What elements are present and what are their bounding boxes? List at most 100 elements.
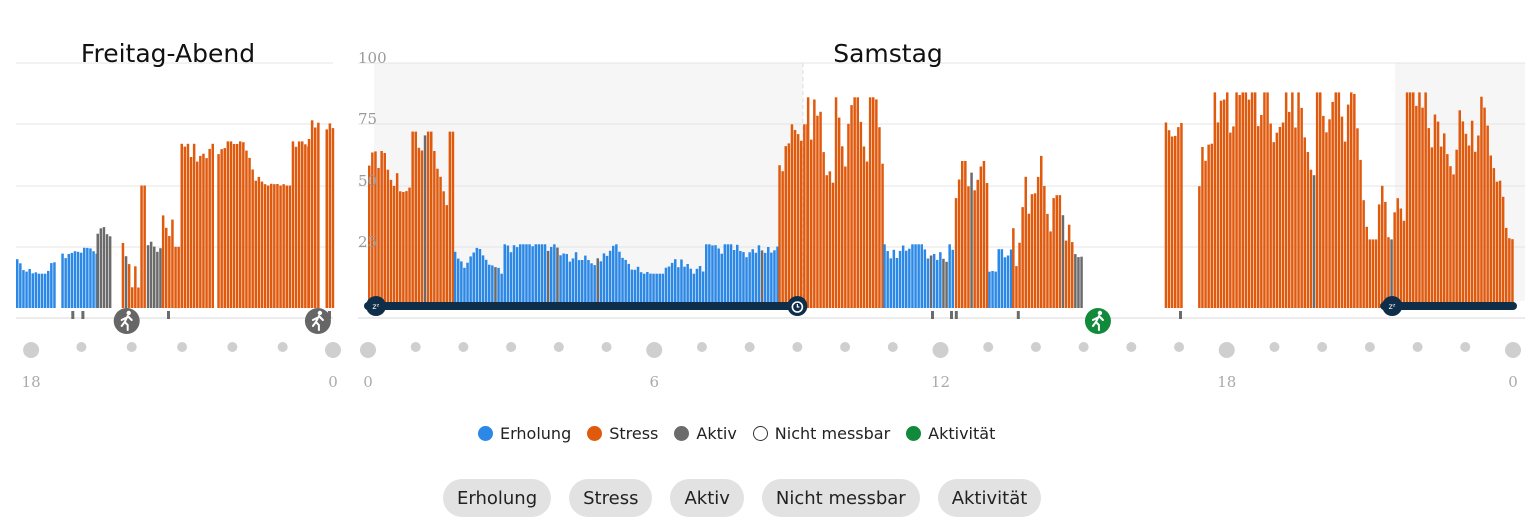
bar-stress (806, 97, 810, 308)
run-icon[interactable] (1084, 308, 1111, 334)
bar-stress (1427, 128, 1430, 308)
bar-recovery (590, 263, 593, 308)
bar-recovery (506, 245, 510, 308)
stress-chart: Freitag-Abend 18 0 Samstag 100 75 50 25 z… (16, 39, 1525, 391)
bar-recovery (627, 263, 630, 308)
filter-unmeasurable-button[interactable]: Nicht messbar (761, 479, 920, 517)
bar-recovery (37, 273, 41, 308)
bar-stress (1430, 147, 1434, 308)
bar-stress (165, 227, 168, 308)
bar-active (1080, 256, 1083, 308)
bar-stress (872, 97, 875, 308)
walk-icon[interactable] (304, 308, 331, 334)
x-minor-dot (1317, 342, 1328, 352)
bar-stress (183, 146, 187, 308)
bar-stress (1402, 220, 1406, 308)
bar-stress (402, 192, 405, 308)
bar-stress (226, 141, 230, 308)
bar-stress (1275, 132, 1279, 308)
bar-stress (1343, 141, 1347, 308)
bar-recovery (991, 271, 994, 308)
bar-active (105, 234, 109, 308)
bar-stress (1180, 123, 1183, 308)
bar-stress (1272, 142, 1275, 308)
bar-stress (161, 215, 165, 308)
recovery-dot-icon (478, 426, 493, 441)
figure-head (126, 310, 131, 316)
bar-recovery (639, 272, 643, 308)
bar-stress (317, 122, 320, 308)
bar-recovery (593, 265, 596, 308)
bar-recovery (34, 272, 38, 308)
bar-stress (1359, 159, 1362, 308)
x-minor-dot (1126, 342, 1137, 352)
bar-recovery (463, 267, 466, 308)
bar-recovery (457, 258, 460, 308)
bar-recovery (460, 261, 463, 308)
bar-stress (285, 185, 288, 308)
bar-stress (1362, 200, 1365, 308)
bar-stress (1012, 228, 1015, 308)
bar-stress (131, 287, 134, 308)
bar-stress (1350, 92, 1353, 309)
bar-stress (778, 165, 781, 308)
bar-stress (288, 185, 292, 308)
bar-stress (328, 123, 332, 309)
bar-recovery (939, 252, 942, 308)
x-major-dot (932, 342, 949, 358)
bar-stress (881, 163, 884, 308)
bar-recovery (936, 259, 939, 308)
bar-stress (395, 173, 399, 308)
bar-stress (1269, 123, 1272, 308)
legend-label: Aktivität (928, 424, 996, 443)
bar-stress (301, 141, 304, 308)
legend-label: Stress (609, 424, 659, 443)
bar-recovery (889, 258, 892, 308)
bar-recovery (742, 252, 745, 308)
y-axis-labels: 100 75 50 25 (358, 49, 387, 251)
bar-recovery (701, 271, 705, 308)
bar-active (156, 251, 159, 308)
bar-stress (1300, 107, 1303, 309)
bar-recovery (988, 271, 991, 308)
x-minor-dot (506, 342, 517, 352)
bar-stress (967, 186, 970, 308)
filter-active-button[interactable]: Aktiv (670, 479, 744, 517)
bar-recovery (770, 252, 773, 308)
bar-stress (1399, 208, 1403, 308)
overlay-freitag (71, 308, 331, 334)
bar-stress (1319, 92, 1322, 309)
bar-stress (1455, 149, 1458, 308)
x-minor-dot (601, 342, 612, 352)
bar-stress (1328, 119, 1331, 308)
filter-recovery-button[interactable]: Erholung (443, 479, 552, 517)
bar-stress (430, 131, 433, 308)
bar-recovery (605, 255, 609, 308)
x-axis-samstag: 0 6 12 18 0 (360, 342, 1521, 391)
bar-stress (263, 184, 267, 308)
bar-recovery (942, 258, 945, 308)
bar-stress (1281, 122, 1285, 308)
bar-stress (411, 131, 414, 308)
bar-recovery (739, 251, 742, 308)
bar-stress (1033, 193, 1037, 308)
filter-activity-button[interactable]: Aktivität (937, 479, 1042, 517)
bar-recovery (1000, 249, 1004, 308)
bar-stress (248, 157, 251, 308)
bar-recovery (723, 244, 727, 308)
bar-stress (1337, 92, 1341, 309)
walk-icon[interactable] (113, 308, 140, 334)
bar-active (96, 233, 99, 308)
x-minor-dot (177, 342, 188, 352)
bar-recovery (683, 266, 686, 308)
active-tick (954, 311, 958, 319)
bar-stress (377, 168, 380, 308)
bar-recovery (905, 250, 908, 308)
bar-stress (1508, 238, 1511, 308)
bar-stress (1483, 107, 1486, 308)
bar-active (149, 241, 153, 308)
sleep-start-icon (366, 296, 386, 316)
bar-recovery (895, 258, 899, 308)
filter-stress-button[interactable]: Stress (569, 479, 653, 517)
bar-recovery (565, 254, 568, 308)
